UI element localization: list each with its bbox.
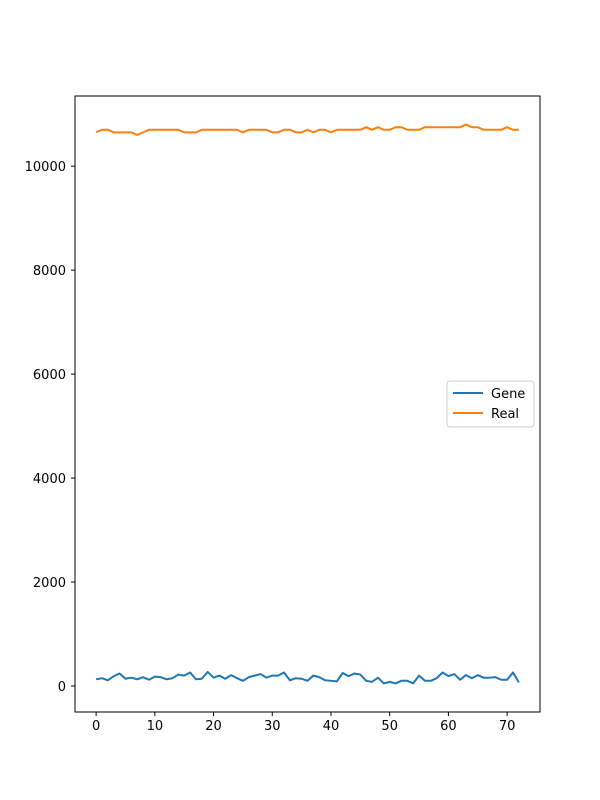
series-line-gene	[95, 670, 520, 685]
y-tick-label: 6000	[33, 368, 66, 383]
legend-label-gene: Gene	[491, 387, 525, 402]
x-tick-label: 60	[440, 719, 457, 734]
x-tick-label: 40	[323, 719, 340, 734]
axes-frame	[74, 95, 541, 713]
y-tick-label: 2000	[33, 576, 66, 591]
legend-label-real: Real	[491, 407, 519, 422]
x-axis: 0 10 20 30 40 50 60 70	[92, 712, 515, 734]
x-tick-label: 50	[381, 719, 398, 734]
x-tick-label: 30	[264, 719, 281, 734]
y-tick-label: 0	[58, 680, 66, 695]
series-layer	[95, 123, 520, 685]
legend: Gene Real	[446, 380, 535, 428]
x-tick-label: 70	[499, 719, 516, 734]
y-axis: 0 2000 4000 6000 8000 10000	[25, 160, 75, 695]
y-tick-label: 10000	[25, 160, 66, 175]
y-tick-label: 4000	[33, 472, 66, 487]
x-tick-label: 10	[147, 719, 164, 734]
y-tick-label: 8000	[33, 264, 66, 279]
x-tick-label: 0	[92, 719, 100, 734]
x-tick-label: 20	[205, 719, 222, 734]
series-line-real	[95, 123, 519, 136]
